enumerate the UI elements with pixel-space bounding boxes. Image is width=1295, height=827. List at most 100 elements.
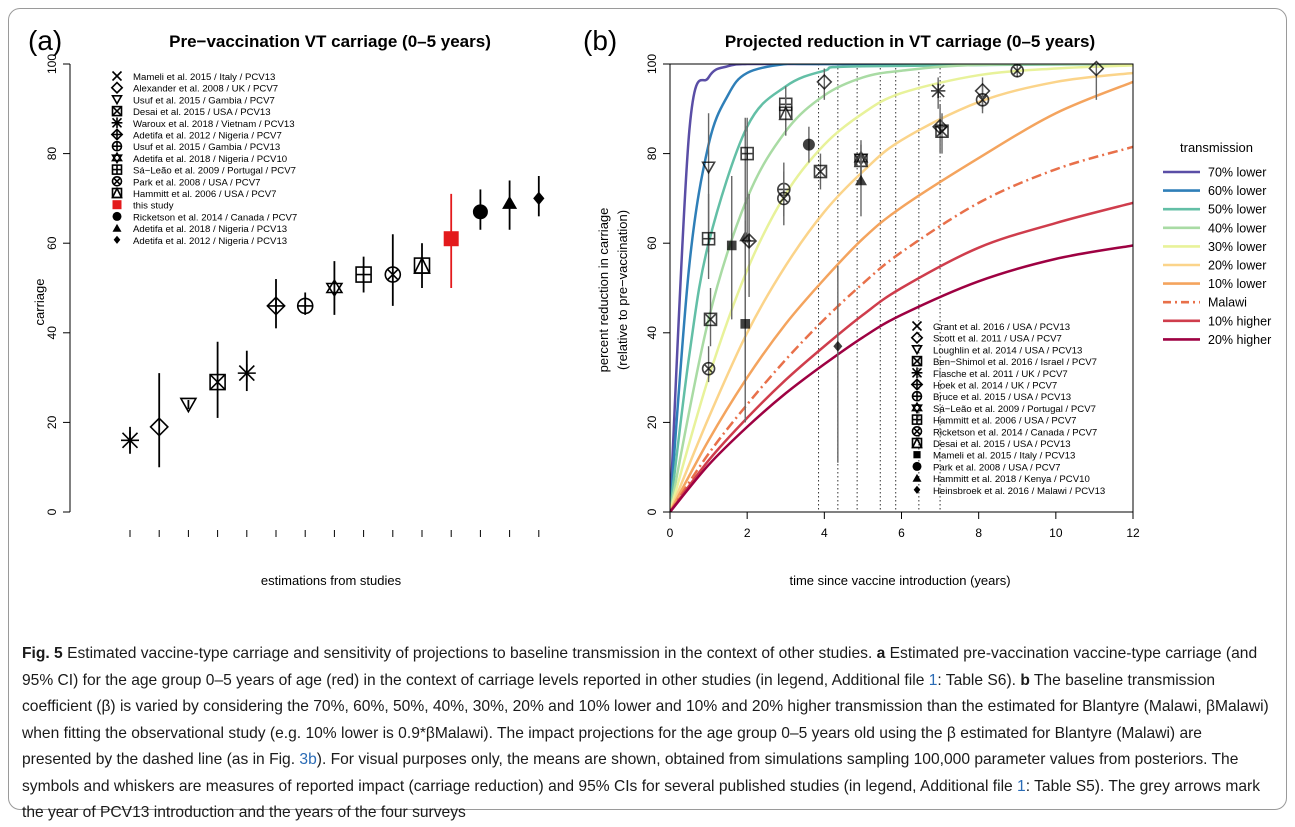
panel-b-xtick-label: 0 <box>667 526 674 540</box>
panel-b-point <box>816 73 833 90</box>
panel-b-point <box>740 146 754 161</box>
panel-a-point <box>502 195 518 209</box>
caption-ref-fig3b[interactable]: 3b <box>299 751 317 768</box>
panel-a-xlabel: estimations from studies <box>261 573 402 588</box>
curve-malawi <box>670 145 1133 512</box>
panel-a-legend-label: Sá−Leão et al. 2009 / Portugal / PCV7 <box>133 166 296 177</box>
panel-b-ytick-label: 0 <box>645 508 659 515</box>
caption-ref-additional-file[interactable]: 1 <box>928 671 938 689</box>
panel-b-curves <box>670 64 1133 512</box>
panel-b-study-legend-label: Grant et al. 2016 / USA / PCV13 <box>933 322 1070 333</box>
panel-b-point <box>703 312 718 327</box>
panel-a-legend-symbol <box>111 151 123 165</box>
panel-a-ytick-label: 40 <box>45 326 59 340</box>
panel-b-axes: 0 20 40 60 80 100 0 2 4 6 8 10 12 <box>645 54 1140 540</box>
panel-b-study-legend-label: Ricketson et al. 2014 / Canada / PCV7 <box>933 427 1097 438</box>
caption-sentence-4: The baseline transmission coefficient (β… <box>22 671 1269 769</box>
figure-caption: Fig. 5 Estimated vaccine-type carriage a… <box>22 641 1274 827</box>
transmission-legend-label: 40% lower <box>1208 221 1266 235</box>
panel-b-study-legend-label: Sá−Leão et al. 2009 / Portugal / PCV7 <box>933 404 1096 415</box>
curve-30-lower <box>670 64 1133 512</box>
caption-fig-label: Fig. 5 <box>22 645 63 662</box>
caption-ref-additional-file-2[interactable]: 1 <box>1017 777 1026 795</box>
figure-frame <box>8 8 1287 810</box>
panel-a-legend-label: Adetifa et al. 2018 / Nigeria / PCV13 <box>133 224 287 235</box>
caption-sentence-6: : Table S5). The grey arrows mark the ye… <box>22 777 1261 822</box>
panel-b-study-legend-label: Heinsbroek et al. 2016 / Malawi / PCV13 <box>933 486 1105 497</box>
transmission-legend-label: Malawi <box>1208 296 1247 310</box>
panel-b-study-legend-label: Hammitt et al. 2018 / Kenya / PCV10 <box>933 474 1090 485</box>
curve-20-lower <box>670 71 1133 512</box>
panel-a-point <box>237 364 256 383</box>
panel-b-xtick-label: 6 <box>898 526 905 540</box>
panel-b-ytick-label: 80 <box>645 147 659 161</box>
panel-b-point <box>778 105 794 121</box>
panel-b-study-legend-label: Scott et al. 2011 / USA / PCV7 <box>933 334 1062 345</box>
panel-b-point <box>701 161 716 175</box>
panel-b-study-legend-symbol <box>910 331 924 345</box>
curve-10-lower <box>670 80 1133 512</box>
panel-b-points <box>701 60 1105 463</box>
panel-b: (b) Projected reduction in VT carriage (… <box>583 25 1271 588</box>
panel-a-legend-label: Alexander et al. 2008 / UK / PCV7 <box>133 84 278 95</box>
panel-b-tag: (b) <box>583 25 617 56</box>
panel-a-tag: (a) <box>28 25 62 56</box>
panel-a-legend-symbol <box>110 128 124 141</box>
panel-b-point <box>813 164 828 179</box>
panel-b-point <box>701 361 716 376</box>
panel-b-study-legend-label: Hammitt et al. 2006 / USA / PCV7 <box>933 416 1076 427</box>
panel-b-study-legend-symbol <box>913 485 921 494</box>
panel-b-study-legend-label: Flasche et al. 2011 / UK / PCV7 <box>933 369 1068 380</box>
panel-a-point <box>443 231 459 247</box>
transmission-legend-label: 10% higher <box>1208 314 1271 328</box>
panel-b-study-legend-label: Ben−Shimol et al. 2016 / Israel / PCV7 <box>933 357 1097 368</box>
panel-b-ytick-label: 40 <box>645 326 659 340</box>
panel-b-point <box>854 174 867 186</box>
curve-60-lower <box>670 64 1133 512</box>
panel-b-study-legend-label: Loughlin et al. 2014 / USA / PCV13 <box>933 345 1082 356</box>
panel-b-xtick-label: 10 <box>1049 526 1063 540</box>
transmission-legend-label: 60% lower <box>1208 184 1266 198</box>
panel-a-points <box>121 176 545 468</box>
panel-b-ytick-label: 20 <box>645 415 659 429</box>
panel-b-study-legend-symbol <box>912 461 922 471</box>
panel-a-legend-symbol <box>111 117 123 129</box>
panel-b-point <box>1088 60 1105 77</box>
panel-a-legend-symbol <box>111 95 123 106</box>
transmission-legend-label: 50% lower <box>1208 203 1266 217</box>
transmission-legend-label: 20% higher <box>1208 333 1271 347</box>
transmission-legend-label: 70% lower <box>1208 166 1266 180</box>
panel-b-study-legend-symbol <box>911 436 923 449</box>
panel-b-ylabel-line1: percent reduction in carriage <box>596 208 611 373</box>
panel-b-study-legend-symbol <box>911 414 923 425</box>
panel-a-legend-symbol <box>111 105 123 117</box>
panel-b-point <box>726 240 737 251</box>
panel-b-point <box>802 138 815 151</box>
curve-40-lower <box>670 64 1133 512</box>
panel-b-xlabel: time since vaccine introduction (years) <box>789 573 1010 588</box>
figure: (a) Pre−vaccination VT carriage (0–5 yea… <box>28 25 1271 588</box>
panel-a-legend-label: Adetifa et al. 2018 / Nigeria / PCV10 <box>133 154 287 165</box>
panel-a-legend-label: Hammitt et al. 2006 / USA / PCV7 <box>133 189 276 200</box>
panel-b-study-legend-symbol <box>911 355 923 367</box>
panel-a-point <box>325 278 344 298</box>
panel-a-legend-label: Usuf et al. 2015 / Gambia / PCV13 <box>133 142 280 153</box>
panel-b-study-legend-symbol <box>911 390 923 402</box>
panel-a-axes: 0 20 40 60 80 100 <box>45 54 540 537</box>
panel-b-xtick-label: 8 <box>975 526 982 540</box>
panel-b-point <box>833 340 843 352</box>
panel-a-point <box>413 256 431 274</box>
panel-b-study-legend-symbol <box>910 378 924 391</box>
panel-b-study-legend-label: Bruce et al. 2015 / USA / PCV13 <box>933 392 1071 403</box>
caption-b-label: b <box>1020 671 1030 689</box>
transmission-legend-label: 10% lower <box>1208 277 1266 291</box>
panel-b-study-legend-label: Park et al. 2008 / USA / PCV7 <box>933 462 1060 473</box>
panel-b-study-legend-label: Hoek et al. 2014 / UK / PCV7 <box>933 381 1057 392</box>
panel-a-legend: Mameli et al. 2015 / Italy / PCV13Alexan… <box>110 70 297 247</box>
curve-10-higher <box>670 201 1133 512</box>
panel-a-legend-label: Adetifa et al. 2012 / Nigeria / PCV7 <box>133 131 282 142</box>
panel-b-study-legend-symbol <box>913 451 921 459</box>
panel-a-legend-label: this study <box>133 201 174 212</box>
panel-a-legend-label: Waroux et al. 2018 / Vietnam / PCV13 <box>133 119 295 130</box>
